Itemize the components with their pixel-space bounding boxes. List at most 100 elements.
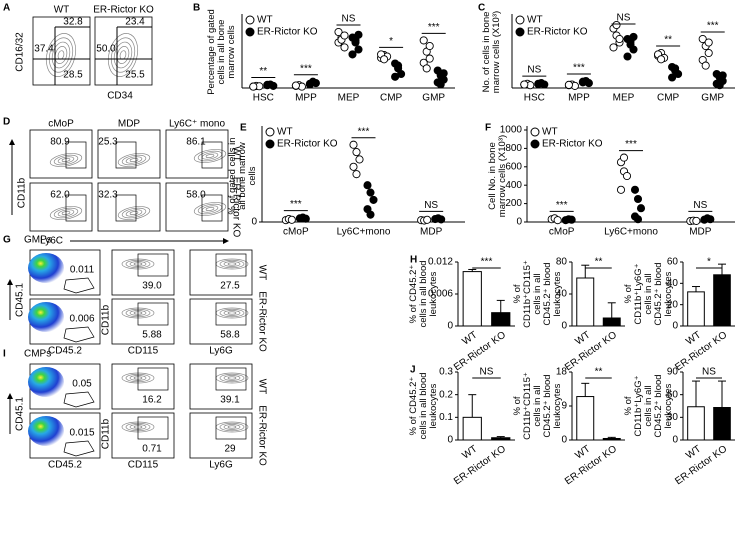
x-tick-label: WT (460, 330, 479, 348)
bar (602, 317, 621, 327)
data-point (263, 80, 272, 89)
data-point (436, 80, 445, 89)
x-tick-label: cMoP (549, 227, 575, 238)
y-tick-label: 40 (556, 289, 568, 300)
gate (63, 326, 95, 343)
bar (462, 271, 482, 327)
x-axis-label: Ly6G (209, 460, 233, 471)
data-point (352, 170, 361, 179)
y-tick-label: 60 (667, 389, 679, 400)
significance-label: ** (259, 66, 267, 77)
gate (137, 302, 169, 326)
y-axis-label: CD16/32 (15, 32, 26, 72)
bar (462, 416, 482, 441)
y-tick-label: 600 (505, 161, 522, 172)
gate (63, 391, 95, 408)
gate (215, 367, 247, 391)
y-tick-label: 0 (561, 321, 567, 332)
x-axis-label: CD115 (128, 346, 159, 357)
data-point (422, 64, 431, 73)
gate (201, 141, 223, 169)
y-tick-label: 1000 (500, 125, 523, 136)
gate-value: 62.0 (50, 190, 70, 201)
data-point (380, 55, 389, 64)
y-axis-label: No. of cells in bone marrow cells (X10³) (481, 10, 502, 94)
significance-label: NS (617, 13, 631, 24)
y-tick-label: 0.3 (439, 367, 453, 378)
gate (63, 277, 95, 294)
data-point (287, 215, 296, 224)
contour (125, 156, 143, 164)
contour (117, 206, 151, 220)
gate-value: 28.5 (63, 70, 83, 81)
bar (713, 274, 731, 327)
data-point (352, 148, 361, 157)
contour (223, 424, 241, 430)
flow-plot (111, 249, 175, 296)
data-point (334, 27, 343, 37)
legend-label: WT (542, 127, 558, 138)
significance-label: *** (625, 139, 637, 150)
significance-label: NS (527, 65, 541, 76)
gate (65, 194, 87, 222)
significance-label: *** (556, 200, 568, 211)
x-tick-label: GMP (422, 93, 445, 104)
x-tick-label: MPP (295, 93, 317, 104)
data-point (657, 55, 666, 64)
contour (227, 376, 237, 380)
x-axis-label: CD34 (107, 91, 133, 102)
x-tick-label: ER-Rictor KO (563, 329, 619, 373)
data-point (636, 204, 646, 213)
contour (57, 209, 75, 217)
gate-value: 32.3 (98, 190, 118, 201)
gate-value: 25.3 (98, 137, 118, 148)
density (28, 253, 64, 283)
data-point (553, 216, 562, 225)
contour (110, 37, 136, 73)
contour (116, 46, 130, 64)
contour (219, 373, 245, 383)
y-tick-label: 0 (447, 435, 453, 446)
flow-plot (111, 363, 175, 410)
contour (219, 308, 245, 318)
gate (201, 194, 223, 222)
row-label: ER-Rictor KO (256, 405, 267, 466)
x-tick-label: GMP (701, 93, 724, 104)
data-point (619, 153, 629, 162)
data-point (706, 215, 715, 224)
gate-value: 50.0 (96, 44, 116, 55)
significance-label: *** (300, 63, 312, 74)
contour (121, 207, 147, 219)
contour (129, 158, 139, 162)
x-tick-label: cMoP (283, 227, 309, 238)
bar (602, 437, 621, 441)
x-tick-label: CMP (380, 93, 403, 104)
legend-label: WT (527, 15, 543, 26)
data-point (423, 215, 432, 224)
flow-plot (97, 182, 161, 232)
y-tick-label: 0 (672, 435, 678, 446)
panel-letter: J (410, 365, 416, 376)
data-point (369, 195, 378, 204)
data-point (425, 41, 434, 51)
data-point (698, 34, 707, 44)
data-point (564, 80, 573, 89)
bar (576, 396, 595, 441)
data-point (692, 216, 701, 225)
flow-plot (189, 298, 253, 345)
gate-value: 0.05 (72, 379, 92, 390)
legend-label: ER-Rictor KO (542, 139, 603, 150)
y-axis-label: % of CD11b⁺CD115⁺ cells in all CD45.2⁺ b… (512, 260, 563, 328)
contour (57, 156, 75, 164)
significance-label: NS (702, 367, 716, 378)
data-point (354, 30, 363, 39)
data-point (616, 185, 626, 194)
legend-marker (530, 127, 540, 137)
data-point (704, 48, 713, 58)
data-point (578, 77, 587, 86)
y-tick-label: 200 (505, 198, 522, 209)
data-point (630, 185, 640, 194)
column-header: ER-Rictor KO (93, 5, 154, 16)
data-point (355, 155, 364, 164)
gate-value: 58.0 (186, 190, 206, 201)
